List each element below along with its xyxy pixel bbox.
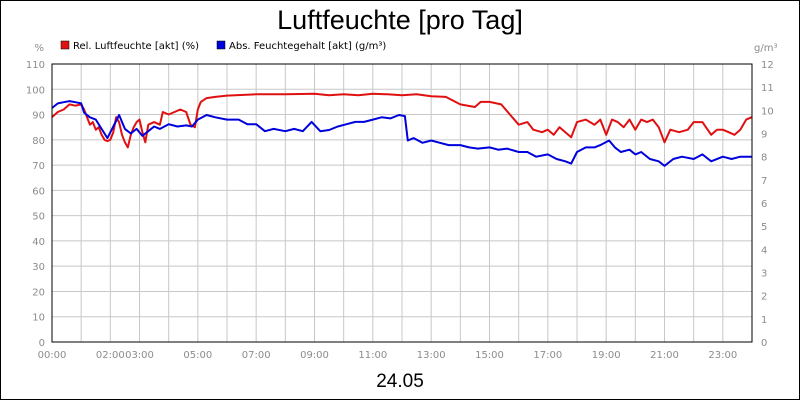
x-tick-label: 05:00	[183, 350, 212, 361]
left-tick-label: 110	[26, 60, 45, 71]
x-tick-label: 15:00	[475, 350, 504, 361]
right-tick-label: 4	[761, 245, 767, 256]
x-tick-label: 11:00	[358, 350, 387, 361]
right-tick-label: 1	[761, 315, 767, 326]
date-label: 24.05	[376, 371, 424, 392]
left-tick-label: 70	[32, 161, 45, 172]
right-axis-unit: g/m³	[754, 43, 777, 54]
abs-humidity-line	[51, 100, 752, 167]
grid	[51, 63, 753, 343]
right-tick-label: 7	[761, 176, 767, 187]
x-tick-label: 23:00	[708, 350, 737, 361]
x-axis-ticks: 00:00 02:00 03:00 05:00 07:00 09:00 11:00 13:00…	[38, 350, 738, 361]
x-tick-label: 13:00	[417, 350, 446, 361]
left-tick-label: 90	[32, 111, 45, 122]
right-tick-label: 8	[761, 153, 767, 164]
legend-label: Abs. Feuchtegehalt [akt] (g/m³)	[229, 41, 386, 52]
x-tick-label: 09:00	[300, 350, 329, 361]
right-tick-label: 5	[761, 222, 767, 233]
chart-title: Luftfeuchte [pro Tag]	[277, 5, 523, 35]
left-tick-label: 30	[32, 262, 45, 273]
left-axis-ticks: 0 10 20 30 40 50 60 70 80 90 100 110	[26, 60, 45, 349]
rel-humidity-line	[51, 92, 753, 149]
right-tick-label: 3	[761, 269, 767, 280]
right-tick-label: 10	[761, 106, 774, 117]
x-tick-label: 00:00	[38, 350, 67, 361]
x-tick-label: 02:00	[96, 350, 125, 361]
x-tick-label: 17:00	[533, 350, 562, 361]
legend-label: Rel. Luftfeuchte [akt] (%)	[73, 41, 199, 52]
legend-swatch	[216, 40, 226, 50]
left-tick-label: 0	[39, 338, 45, 349]
right-tick-label: 6	[761, 199, 767, 210]
x-tick-label: 21:00	[650, 350, 679, 361]
legend-swatch	[60, 40, 70, 50]
series-layer	[51, 92, 753, 167]
x-tick-label: 19:00	[592, 350, 621, 361]
right-tick-label: 0	[761, 338, 767, 349]
x-tick-label: 03:00	[125, 350, 154, 361]
x-tick-label: 07:00	[242, 350, 271, 361]
left-axis-unit: %	[34, 43, 44, 54]
plot-border	[51, 63, 753, 343]
left-tick-label: 20	[32, 287, 45, 298]
legend: Rel. Luftfeuchte [akt] (%) Abs. Feuchtege…	[60, 40, 386, 52]
right-tick-label: 9	[761, 130, 767, 141]
left-tick-label: 10	[32, 313, 45, 324]
left-tick-label: 100	[26, 85, 45, 96]
right-tick-label: 2	[761, 292, 767, 303]
left-tick-label: 80	[32, 136, 45, 147]
left-tick-label: 60	[32, 186, 45, 197]
left-tick-label: 50	[32, 212, 45, 223]
right-tick-label: 11	[761, 83, 774, 94]
right-tick-label: 12	[761, 60, 774, 71]
left-tick-label: 40	[32, 237, 45, 248]
